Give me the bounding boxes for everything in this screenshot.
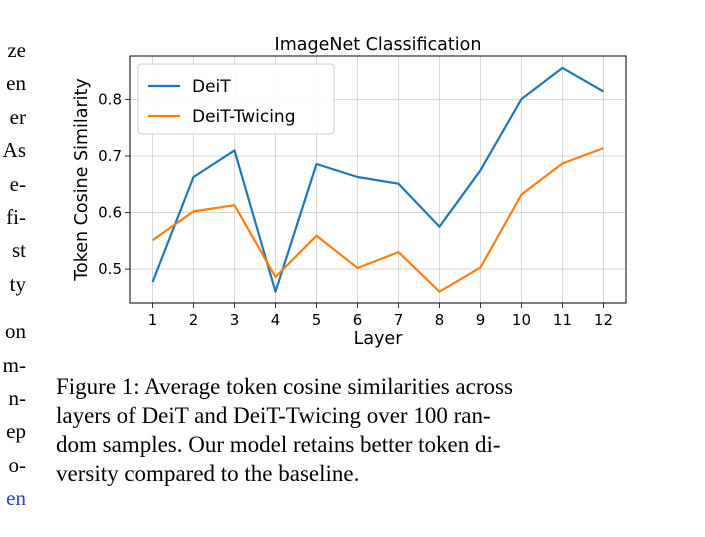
y-axis-ticks: 0.5 0.6 0.7 0.8 <box>98 91 130 278</box>
x-tick-label: 9 <box>476 311 486 329</box>
series-line <box>151 147 604 293</box>
left-column-line: o- <box>8 452 27 477</box>
y-tick-label: 0.8 <box>98 91 122 109</box>
y-tick-label: 0.7 <box>98 147 122 165</box>
paragraph-gap <box>0 301 26 315</box>
x-tick-label: 1 <box>148 311 158 329</box>
caption-line: versity compared to the baseline. <box>56 461 360 486</box>
chart-grid <box>130 56 626 303</box>
left-column-line: ep <box>6 419 26 444</box>
x-tick-label: 7 <box>394 311 404 329</box>
x-tick-label: 11 <box>553 311 572 329</box>
x-tick-label: 2 <box>189 311 199 329</box>
x-tick-label: 3 <box>230 311 240 329</box>
left-column-link-line[interactable]: en <box>6 486 26 511</box>
left-column-line: n- <box>8 386 27 411</box>
caption-line: Figure 1: Average token cosine similarit… <box>56 374 513 399</box>
caption-line: layers of DeiT and DeiT-Twicing over 100… <box>56 403 491 428</box>
series-line <box>151 66 605 293</box>
left-column-line: ty <box>9 271 26 296</box>
chart-series-lines <box>151 66 605 293</box>
plot-frame <box>129 55 627 304</box>
left-column-line: fi- <box>6 205 26 230</box>
x-tick-label: 4 <box>271 311 281 329</box>
x-tick-label: 5 <box>312 311 322 329</box>
y-tick-label: 0.6 <box>98 204 122 222</box>
x-axis-ticks: 1 2 3 4 5 6 7 8 9 10 11 12 <box>148 303 613 329</box>
legend-label: DeiT <box>192 77 231 97</box>
left-column-line: ze <box>7 38 26 62</box>
left-column-line: en <box>6 71 26 96</box>
left-column-line: er <box>9 104 26 129</box>
left-column-line: e- <box>9 171 26 196</box>
x-tick-label: 12 <box>594 311 613 329</box>
x-tick-label: 6 <box>353 311 363 329</box>
caption-line: dom samples. Our model retains better to… <box>56 432 501 457</box>
x-tick-label: 10 <box>512 311 531 329</box>
left-column-line: m- <box>2 352 26 377</box>
legend-label: DeiT-Twicing <box>192 107 296 127</box>
x-tick-label: 8 <box>435 311 445 329</box>
line-chart: ImageNet Classification 1 2 3 4 5 6 7 8 9 10 11 12 … <box>72 35 627 349</box>
legend-box <box>137 63 335 135</box>
left-column-line: on <box>5 319 26 344</box>
y-tick-label: 0.5 <box>98 260 122 278</box>
y-axis-label: Token Cosine Similarity <box>72 78 92 281</box>
left-column-line: As <box>2 138 26 163</box>
chart-legend: DeiT DeiT-Twicing <box>137 63 335 135</box>
figure-caption: Figure 1: Average token cosine similarit… <box>56 372 648 488</box>
x-axis-label: Layer <box>354 329 404 349</box>
chart-title: ImageNet Classification <box>275 35 482 55</box>
left-column-text: ze en er As e- fi- st ty on m- n- ep o- … <box>0 34 26 516</box>
left-column-line: st <box>11 238 26 263</box>
